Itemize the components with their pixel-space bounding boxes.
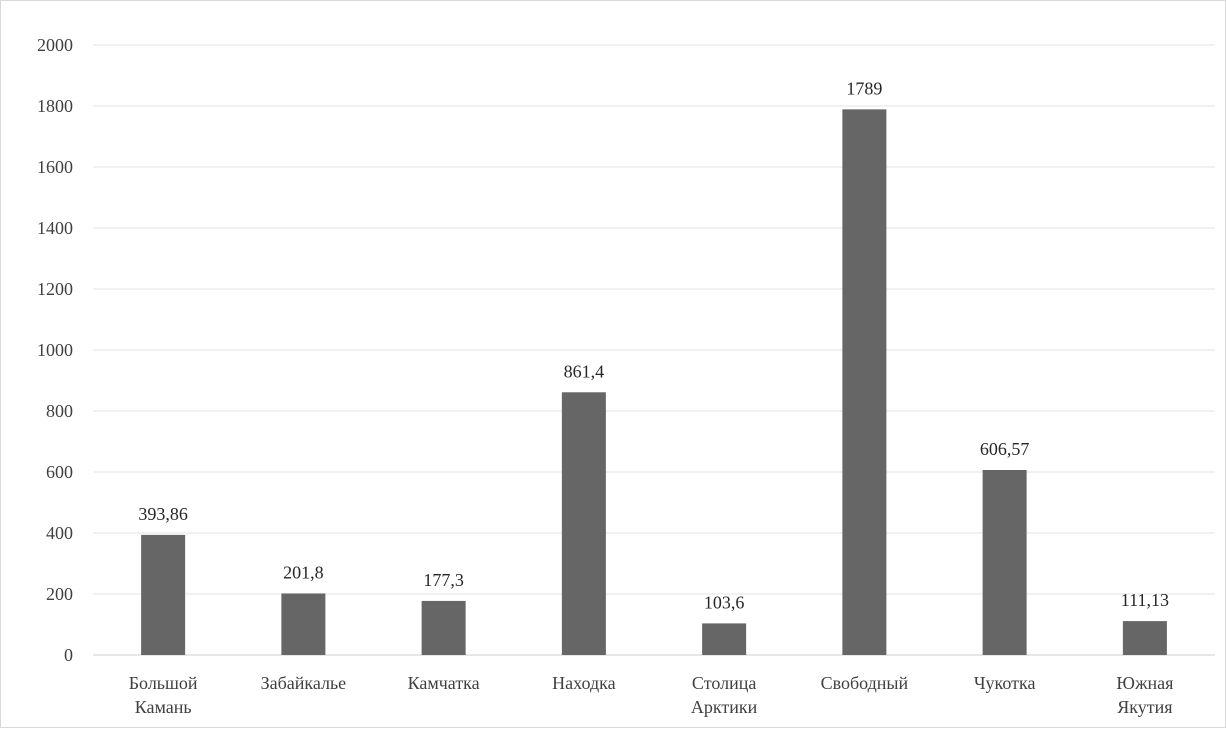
- y-tick-label: 2000: [37, 35, 73, 55]
- category-label: Камчатка: [408, 673, 480, 693]
- data-label: 393,86: [138, 504, 188, 524]
- y-tick-label: 200: [46, 584, 73, 604]
- category-label: Столица: [692, 673, 756, 693]
- bar: [421, 600, 466, 655]
- data-label: 606,57: [980, 439, 1030, 459]
- category-label: Чукотка: [974, 673, 1036, 693]
- data-label: 201,8: [283, 562, 324, 582]
- y-tick-label: 400: [46, 523, 73, 543]
- y-tick-label: 1000: [37, 340, 73, 360]
- category-label: Свободный: [821, 673, 909, 693]
- category-label: Южная: [1116, 673, 1173, 693]
- bar: [561, 392, 606, 655]
- bar: [982, 469, 1027, 655]
- data-label: 177,3: [423, 570, 464, 590]
- data-label: 111,13: [1121, 590, 1169, 610]
- y-tick-label: 1400: [37, 218, 73, 238]
- y-tick-label: 1200: [37, 279, 73, 299]
- y-tick-label: 1800: [37, 96, 73, 116]
- category-label: Находка: [552, 673, 615, 693]
- category-label: Большой: [129, 673, 198, 693]
- bar: [1122, 621, 1167, 655]
- bar: [842, 109, 887, 656]
- data-label: 861,4: [564, 361, 605, 381]
- y-tick-label: 0: [64, 645, 73, 665]
- bar: [281, 593, 326, 655]
- category-label: Камань: [135, 697, 192, 717]
- y-tick-label: 600: [46, 462, 73, 482]
- data-label: 1789: [846, 78, 882, 98]
- y-tick-label: 1600: [37, 157, 73, 177]
- category-label: Якутия: [1117, 697, 1172, 717]
- bar: [702, 623, 747, 655]
- y-tick-label: 800: [46, 401, 73, 421]
- category-label: Забайкалье: [261, 673, 347, 693]
- data-label: 103,6: [704, 592, 745, 612]
- bar: [141, 534, 186, 655]
- category-label: Арктики: [691, 697, 758, 717]
